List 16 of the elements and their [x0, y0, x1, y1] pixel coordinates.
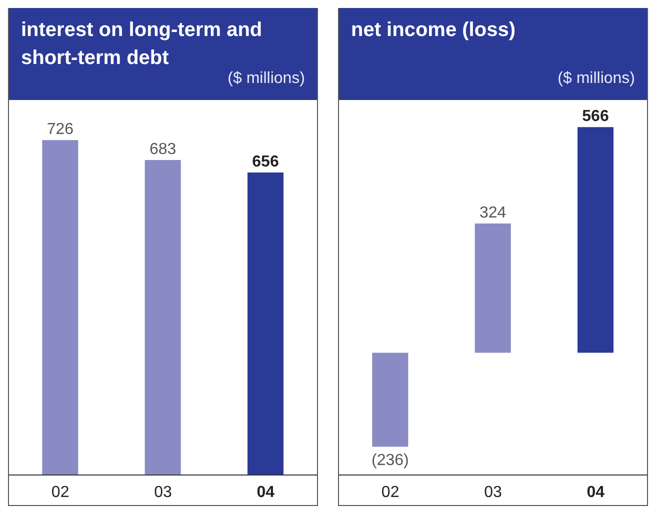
data-label: 324: [479, 204, 506, 222]
chart-title: interest on long-term and short-term debt: [21, 19, 262, 69]
x-tick-label: 02: [381, 484, 400, 501]
x-tick-label: 03: [154, 484, 172, 501]
chart-subtitle: ($ millions): [228, 70, 305, 88]
chart-title: net income (loss): [351, 18, 516, 43]
data-label: 656: [252, 153, 279, 170]
data-label: (236): [371, 452, 409, 469]
chart-subtitle: ($ millions): [558, 70, 635, 88]
x-tick-label: 03: [484, 484, 502, 501]
x-tick-label: 02: [51, 484, 70, 501]
x-tick-label: 04: [586, 484, 605, 501]
x-tick-label: 04: [256, 484, 275, 501]
data-label: 683: [149, 141, 176, 158]
data-label: 726: [46, 121, 74, 138]
data-label: 566: [582, 108, 609, 126]
